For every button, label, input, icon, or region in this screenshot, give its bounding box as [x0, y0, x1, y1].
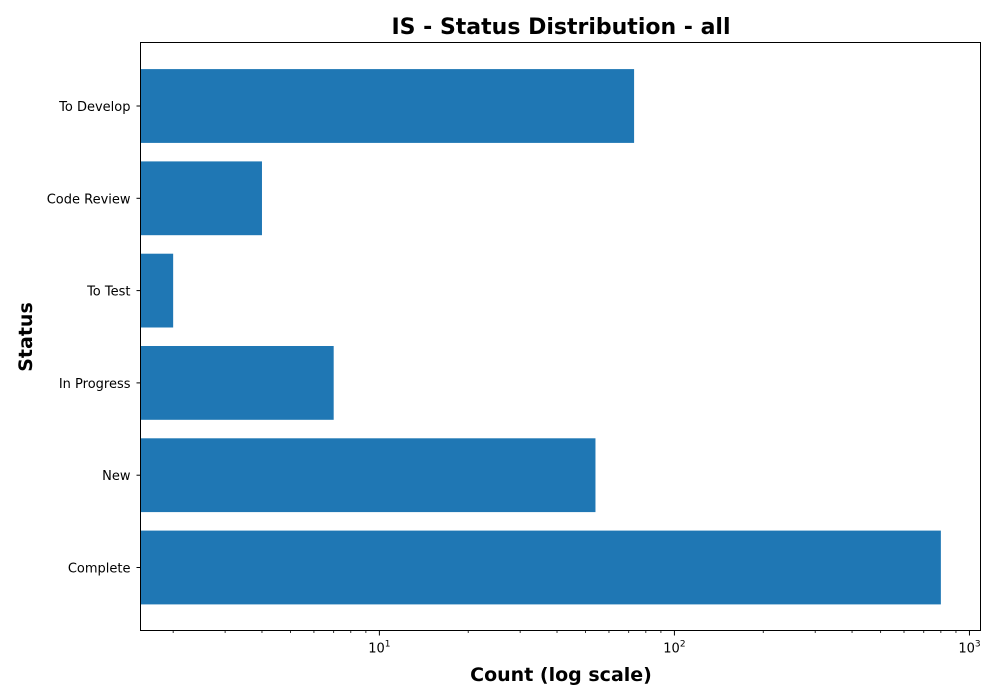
plot-frame	[140, 42, 981, 631]
bar-to-test	[140, 253, 174, 328]
chart-title: IS - Status Distribution - all	[391, 15, 730, 40]
x-tick-label: 102	[663, 640, 685, 657]
bars-layer	[140, 69, 941, 605]
x-tick-label: 101	[368, 640, 390, 657]
bar-in-progress	[140, 346, 334, 420]
bar-to-develop	[140, 69, 635, 143]
y-tick-label-complete: Complete	[68, 562, 131, 577]
x-tick-label: 103	[958, 640, 980, 657]
y-tick-label-new: New	[102, 469, 131, 484]
y-tick-label-in-progress: In Progress	[59, 377, 131, 392]
y-tick-label-to-develop: To Develop	[58, 100, 130, 115]
bar-complete	[140, 530, 941, 605]
y-axis-label: Status	[15, 302, 37, 372]
y-tick-label-code-review: Code Review	[47, 192, 131, 207]
bar-code-review	[140, 161, 262, 236]
y-tick-label-to-test: To Test	[86, 285, 130, 300]
x-axis-label: Count (log scale)	[470, 664, 652, 686]
y-axis-ticks: Complete New In Progress To Test Code Review…	[47, 100, 141, 577]
bar-new	[140, 438, 596, 513]
x-axis-ticks: 101 102 103	[172, 630, 981, 657]
